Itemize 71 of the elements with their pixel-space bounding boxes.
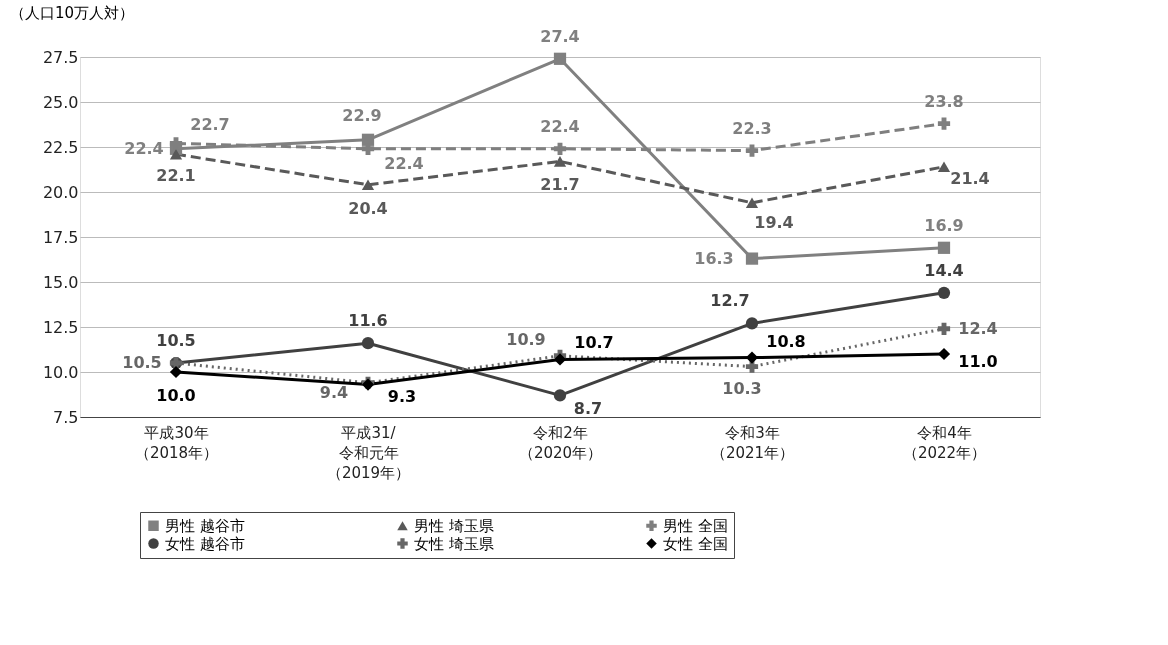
- data-label: 11.0: [958, 352, 998, 371]
- data-label: 10.9: [506, 329, 546, 349]
- y-tick-label: 7.5: [53, 407, 79, 427]
- point: [553, 389, 567, 402]
- y-tick-label: 10.0: [42, 362, 79, 382]
- point: [553, 353, 567, 366]
- data-label: 23.8: [924, 91, 964, 111]
- legend-label: 男性 越谷市: [165, 516, 245, 535]
- x-tick-label: 平成30年（2018年）: [134, 423, 219, 462]
- point: [553, 156, 567, 167]
- data-label: 22.4: [124, 138, 164, 158]
- point: [937, 241, 951, 254]
- point: [169, 365, 183, 379]
- data-label: 21.7: [540, 175, 580, 195]
- point: [937, 322, 951, 335]
- x-tick-label: 令和4年（2022年）: [902, 423, 987, 462]
- y-tick-label: 27.5: [42, 47, 79, 67]
- y-tick-label: 15.0: [42, 272, 79, 292]
- data-label: 12.7: [710, 291, 750, 311]
- point: [937, 347, 951, 361]
- data-label: 16.3: [694, 248, 734, 268]
- data-label: 16.9: [924, 215, 964, 235]
- data-label: 22.4: [384, 153, 424, 173]
- point: [169, 148, 183, 160]
- point: [745, 317, 759, 330]
- y-tick-label: 20.0: [42, 182, 79, 202]
- point: [937, 161, 951, 173]
- data-label: 8.7: [573, 399, 603, 419]
- y-tick-label: 22.5: [42, 137, 79, 157]
- data-label: 22.3: [732, 118, 772, 138]
- y-axis-title: （人口10万人対）: [10, 3, 135, 22]
- point: [745, 351, 759, 364]
- legend-label: 男性 全国: [663, 516, 728, 535]
- data-label: 22.4: [540, 116, 580, 136]
- point: [361, 337, 375, 350]
- x-tick-label: 平成31/令和元年（2019年）: [326, 423, 411, 482]
- data-label: 20.4: [348, 198, 388, 218]
- legend-label: 女性 全国: [663, 534, 728, 553]
- point: [745, 144, 759, 157]
- data-label: 10.5: [122, 353, 162, 372]
- x-tick-label: 令和3年（2021年）: [710, 423, 795, 462]
- data-label: 19.4: [754, 212, 794, 232]
- legend-label: 女性 埼玉県: [414, 534, 494, 553]
- data-label: 22.9: [342, 105, 382, 125]
- data-label: 10.8: [766, 331, 806, 351]
- point: [937, 286, 951, 299]
- data-label: 14.4: [924, 260, 964, 280]
- data-label: 9.4: [319, 382, 349, 402]
- data-label: 12.4: [958, 318, 998, 338]
- point: [745, 252, 759, 265]
- data-label: 22.7: [190, 115, 230, 135]
- y-tick-label: 12.5: [42, 317, 79, 337]
- data-label: 27.4: [540, 26, 580, 46]
- data-label: 10.0: [156, 386, 196, 405]
- legend-label: 女性 越谷市: [165, 534, 245, 553]
- data-label: 10.5: [156, 331, 196, 350]
- point: [937, 117, 951, 130]
- point: [745, 197, 759, 209]
- x-tick-label: 令和2年（2020年）: [518, 423, 603, 462]
- y-tick-label: 17.5: [42, 227, 79, 247]
- data-label: 9.3: [387, 386, 417, 406]
- data-label: 21.4: [950, 168, 990, 188]
- data-label: 10.3: [722, 378, 762, 398]
- point: [553, 142, 567, 155]
- point: [361, 179, 375, 191]
- point: [553, 52, 567, 65]
- y-tick-label: 25.0: [42, 92, 79, 112]
- legend-label: 男性 埼玉県: [414, 516, 494, 535]
- data-label: 22.1: [156, 166, 196, 186]
- data-label: 11.6: [348, 311, 388, 331]
- data-label: 10.7: [574, 333, 614, 353]
